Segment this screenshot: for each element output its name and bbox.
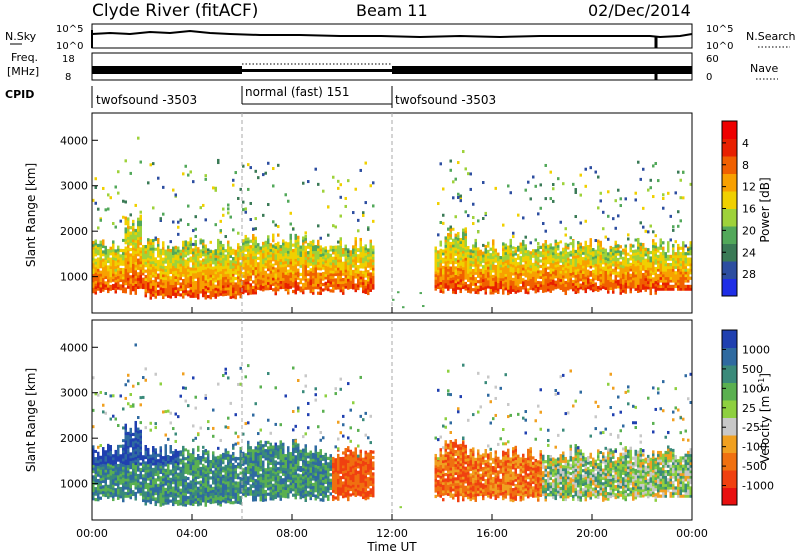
freq-label: Freq. [11,51,38,64]
time-tick-label: 00:00 [76,527,108,540]
velocity-scatter [92,343,692,509]
freq-left-tick-top: 18 [62,54,75,65]
colorbar-tick-label: -25 [742,421,760,434]
cpid-label: CPID [5,88,34,101]
station-title: Clyde River (fitACF) [92,1,258,21]
date-label: 02/Dec/2014 [588,1,691,20]
colorbar-tick-label: 100 [742,382,763,395]
colorbar-tick-label: 1000 [742,343,770,356]
time-tick-label: 20:00 [576,527,608,540]
colorbar-tick-label: -100 [742,441,767,454]
colorbar-swatch [722,487,737,506]
colorbar-swatch [722,226,737,244]
noise-right-tick-bottom: 10^0 [706,41,733,52]
colorbar-swatch [722,400,737,418]
colorbar-tick-label: 12 [742,181,756,194]
colorbar-swatch [722,243,737,262]
cpid-panel: CPID twofsound -3503 normal (fast) 151 t… [5,85,496,108]
time-axis-label: Time UT [366,540,417,554]
power-scatter [92,136,692,309]
colorbar-swatch [722,156,737,174]
noise-left-tick-bottom: 10^0 [56,41,83,52]
range-tick-label: 2000 [60,432,88,445]
time-tick-label: 08:00 [276,527,308,540]
range-tick-label: 4000 [60,341,88,354]
time-tick-label: 16:00 [476,527,508,540]
range-tick-label: 3000 [60,180,88,193]
colorbar-tick-label: 25 [742,402,756,415]
freq-right-tick-top: 60 [706,54,719,65]
range-tick-label: 2000 [60,225,88,238]
time-tick-label: 00:00 [676,527,708,540]
velocity-y-axis: 1000 2000 3000 4000 [60,341,98,491]
cpid-segment-1: twofsound -3503 [96,93,197,107]
colorbar-swatch [722,417,737,436]
power-panel: 1000 2000 3000 4000 Slant Range [km] [24,112,693,314]
noise-panel: N.Sky 10^5 10^0 10^5 10^0 N.Search [5,23,796,52]
velocity-colorbar: 1000 500 100 25 -25 -100 -500 -1000 Velocity [m… [721,329,774,506]
nave-label: Nave [750,62,778,75]
power-y-axis-label: Slant Range [km] [24,163,38,267]
freq-right-tick-bottom: 0 [706,72,712,83]
colorbar-tick-label: 8 [742,159,749,172]
cpid-segment-3: twofsound -3503 [395,93,496,107]
colorbar-swatch [722,261,737,279]
cpid-segment-2: normal (fast) 151 [245,85,349,99]
range-tick-label: 4000 [60,134,88,147]
colorbar-swatch [722,347,737,366]
freq-unit-label: [MHz] [7,65,39,78]
colorbar-swatch [722,470,737,488]
freq-trace-1 [92,66,242,74]
colorbar-swatch [722,208,737,227]
colorbar-tick-label: 20 [742,224,756,237]
noise-search-label: N.Search [746,30,796,43]
colorbar-swatch [722,452,737,471]
time-tick-label: 12:00 [376,527,408,540]
freq-trace-2 [242,69,392,72]
velocity-colorbar-label: Velocity [m s-1] [757,373,772,463]
colorbar-swatch [722,278,737,297]
noise-sky-label: N.Sky [5,30,37,43]
colorbar-tick-label: 16 [742,203,756,216]
colorbar-tick-label: -500 [742,460,767,473]
freq-left-tick-bottom: 8 [65,72,71,83]
colorbar-swatch [722,191,737,209]
colorbar-tick-label: -1000 [742,480,774,493]
velocity-y-axis-label: Slant Range [km] [24,368,38,472]
range-tick-label: 1000 [60,271,88,284]
colorbar-tick-label: 24 [742,246,756,259]
velocity-panel: 1000 2000 3000 4000 Slant Range [km] [24,319,693,521]
colorbar-tick-label: 28 [742,268,756,281]
colorbar-tick-label: 4 [742,137,749,150]
colorbar-swatch [722,330,737,348]
power-colorbar: 4 8 12 16 20 24 28 Power [dB] [721,120,772,297]
colorbar-swatch [722,121,737,139]
beam-label: Beam 11 [356,1,428,20]
noise-left-tick-top: 10^5 [56,24,83,35]
colorbar-swatch [722,138,737,157]
power-y-axis: 1000 2000 3000 4000 [60,134,98,284]
colorbar-swatch [722,365,737,383]
range-tick-label: 3000 [60,387,88,400]
noise-right-tick-top: 10^5 [706,24,733,35]
noise-sky-trace [91,29,693,39]
colorbar-swatch [722,382,737,401]
freq-panel: Freq. [MHz] 18 8 60 0 Nave [7,51,778,83]
freq-trace-3 [392,66,692,74]
time-axis: 00:00 04:00 08:00 12:00 16:00 20:00 00:00 [76,307,708,540]
time-tick-label: 04:00 [176,527,208,540]
range-tick-label: 1000 [60,478,88,491]
power-colorbar-label: Power [dB] [758,177,772,242]
colorbar-tick-label: 500 [742,363,763,376]
colorbar-swatch [722,173,737,192]
colorbar-swatch [722,435,737,453]
